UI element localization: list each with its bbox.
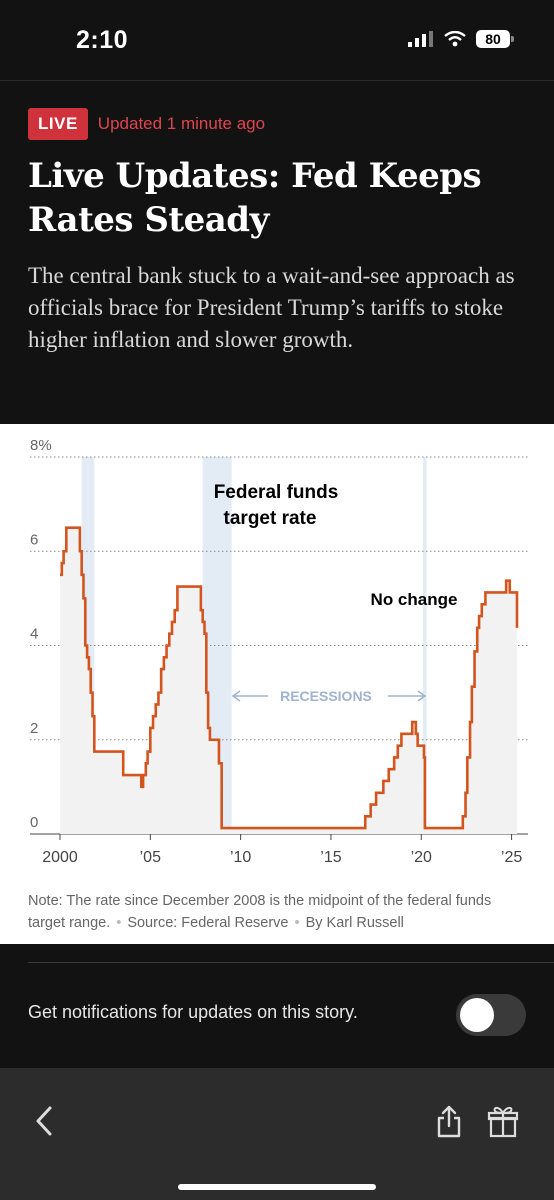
chart-title-line-2: target rate: [224, 508, 317, 529]
chart-byline: By Karl Russell: [305, 915, 404, 931]
chart-card: 8% 6 4 2 0 2000’05’10’15’20’25 Federal funds …: [0, 424, 554, 944]
recessions-label: RECESSIONS: [280, 688, 372, 704]
recessions-arrowhead-left: [231, 690, 241, 702]
gift-icon[interactable]: [487, 1104, 519, 1138]
chart-source: Source: Federal Reserve: [127, 915, 289, 931]
battery-level: 80: [485, 31, 501, 47]
toggle-knob: [460, 998, 494, 1032]
status-icons: 80: [408, 30, 514, 48]
rate-area: [60, 527, 517, 834]
home-indicator: [178, 1184, 376, 1190]
x-tick-label: ’10: [230, 849, 251, 866]
headline-line-1: Live Updates: Fed Keeps: [28, 156, 482, 196]
x-tick-label: ’25: [501, 849, 522, 866]
recessions-arrowhead-right: [417, 690, 427, 702]
back-chevron-icon[interactable]: [34, 1106, 54, 1136]
top-divider: [0, 80, 554, 81]
no-change-annotation: No change: [371, 590, 458, 609]
x-tick-label: ’05: [140, 849, 161, 866]
y-tick-label: 2: [30, 720, 38, 737]
chart-title-line-1: Federal funds: [214, 482, 339, 503]
notifications-label: Get notifications for updates on this st…: [28, 1002, 358, 1022]
status-bar: 2:10 80: [0, 0, 554, 80]
chart-note: Note: The rate since December 2008 is th…: [28, 890, 528, 934]
recession-band-2: [423, 457, 427, 834]
live-row: LIVE Updated 1 minute ago: [28, 108, 528, 140]
rate-line: [60, 526, 519, 830]
notifications-toggle[interactable]: [456, 994, 526, 1036]
note-text: Note: The rate since December 2008 is th…: [28, 893, 492, 931]
article-header: LIVE Updated 1 minute ago Live Updates: …: [28, 108, 528, 356]
bottom-toolbar: [0, 1068, 554, 1200]
x-tick-label: ’20: [411, 849, 432, 866]
y-tick-label: 4: [30, 626, 38, 643]
x-tick-label: 2000: [42, 849, 78, 866]
battery-icon: 80: [476, 30, 514, 48]
separator-dot: •: [294, 915, 300, 931]
updated-timestamp: Updated 1 minute ago: [97, 114, 266, 133]
section-divider: [28, 962, 554, 963]
y-tick-label: 8%: [30, 437, 52, 454]
separator-dot: •: [116, 915, 122, 931]
share-icon[interactable]: [436, 1104, 462, 1138]
headline-line-2: Rates Steady: [28, 200, 269, 240]
x-tick-label: ’15: [320, 849, 341, 866]
status-time: 2:10: [76, 26, 129, 54]
y-tick-label: 6: [30, 531, 38, 548]
article-summary: The central bank stuck to a wait-and-see…: [28, 263, 515, 352]
signal-icon: [408, 31, 433, 47]
wifi-icon: [444, 31, 466, 47]
y-tick-label: 0: [30, 814, 38, 831]
live-badge: LIVE: [28, 108, 88, 140]
headline: Live Updates: Fed Keeps Rates Steady: [28, 154, 528, 242]
